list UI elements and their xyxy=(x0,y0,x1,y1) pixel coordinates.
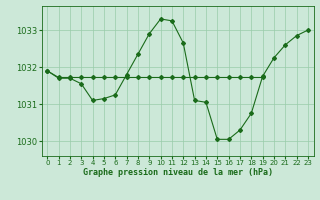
X-axis label: Graphe pression niveau de la mer (hPa): Graphe pression niveau de la mer (hPa) xyxy=(83,168,273,177)
